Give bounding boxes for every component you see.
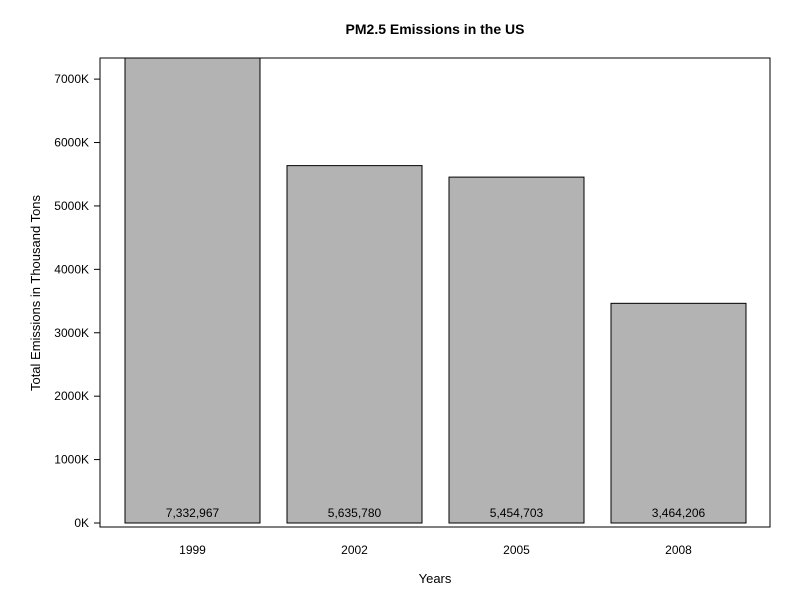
bars: 7,332,967 5,635,780 5,454,703 3,464,206: [124, 57, 747, 524]
x-tick-label: 2005: [503, 543, 530, 557]
y-tick-label: 1000K: [54, 453, 89, 467]
y-tick-label: 2000K: [54, 389, 89, 403]
x-tick-label: 2002: [341, 543, 368, 557]
y-axis-label: Total Emissions in Thousand Tons: [28, 194, 43, 391]
bar-value-label: 3,464,206: [652, 506, 706, 520]
bar-1999: [124, 57, 261, 524]
y-tick-label: 0K: [74, 516, 89, 530]
y-tick-label: 4000K: [54, 262, 89, 276]
y-tick-label: 3000K: [54, 326, 89, 340]
y-tick-label: 6000K: [54, 136, 89, 150]
y-axis: 0K 1000K 2000K 3000K 4000K 5000K 6000K 7000K: [54, 58, 101, 530]
bar-value-label: 5,454,703: [490, 506, 544, 520]
x-tick-label: 2008: [665, 543, 692, 557]
bar-value-label: 7,332,967: [166, 506, 220, 520]
bar-value-label: 5,635,780: [328, 506, 382, 520]
bar-2002: [286, 165, 423, 524]
bar-2005: [448, 176, 585, 524]
x-axis: 1999 2002 2005 2008: [179, 543, 692, 557]
bar-2008: [610, 302, 747, 524]
y-tick-label: 7000K: [54, 72, 89, 86]
chart-title: PM2.5 Emissions in the US: [346, 21, 525, 37]
x-axis-label: Years: [419, 571, 452, 586]
x-tick-label: 1999: [179, 543, 206, 557]
y-tick-label: 5000K: [54, 199, 89, 213]
